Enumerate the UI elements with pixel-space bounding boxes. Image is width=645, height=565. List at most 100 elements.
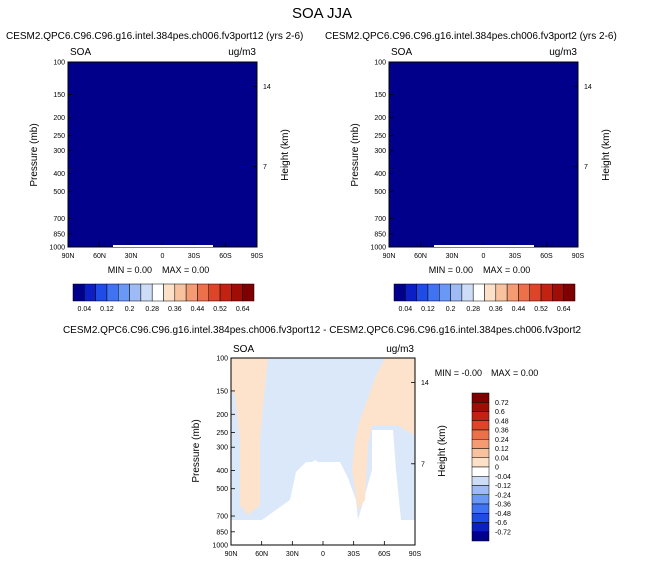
colorbar: 0.72 0.6 0.48 0.36 0.24 0.12 0.04 0 -0.04 -0.12 -0… [471, 392, 511, 542]
y-tick-label: 200 [216, 412, 228, 419]
colorbar-swatch [197, 283, 209, 302]
right-tick-label: 7 [263, 164, 267, 171]
colorbar-label: 0.28 [145, 306, 159, 313]
colorbar-swatch [471, 411, 490, 421]
colorbar-swatch [242, 283, 255, 302]
y-tick-label: 500 [216, 486, 228, 493]
x-tick-label: 90S [572, 253, 585, 260]
max-label: MAX = 0.00 [162, 265, 209, 275]
colorbar-swatch [129, 283, 142, 302]
y-tick-label: 850 [216, 529, 228, 536]
x-tick-label: 90N [225, 551, 238, 558]
y-tick-label: 700 [53, 216, 65, 223]
y-tick-label: 850 [53, 231, 65, 238]
x-tick-label: 30N [446, 253, 459, 260]
colorbar-swatch [471, 476, 490, 486]
colorbar-swatch [529, 283, 542, 302]
variable-label: SOA [70, 47, 91, 58]
colorbar-swatch [174, 283, 187, 302]
y-tick-label: 250 [53, 133, 65, 140]
y-tick-label: 200 [53, 115, 65, 122]
colorbar-label: 0.04 [399, 306, 413, 313]
x-tick-label: 60S [378, 551, 391, 558]
colorbar-label: 0.64 [557, 306, 571, 313]
x-tick-label: 90N [383, 253, 396, 260]
max-label: MAX = 0.00 [483, 265, 530, 275]
right-tick-label: 7 [584, 164, 588, 171]
y-tick-label: 100 [216, 356, 228, 363]
surface-mask [434, 245, 534, 247]
colorbar-label: 0.44 [512, 306, 526, 313]
units-label: ug/m3 [386, 344, 414, 355]
y-tick-label: 400 [216, 468, 228, 475]
x-tick-label: 60N [255, 551, 268, 558]
colorbar-swatch [563, 283, 576, 302]
x-tick-label: 30S [347, 551, 360, 558]
colorbar-swatch [84, 283, 96, 302]
colorbar-swatch [461, 283, 474, 302]
right-tick-label: 14 [584, 84, 592, 91]
colorbar-swatch [472, 283, 485, 302]
right-axis-label: Height (km) [601, 129, 612, 181]
min-label: MIN = 0.00 [429, 265, 473, 275]
y-axis-label: Pressure (mb) [350, 123, 361, 186]
y-tick-label: 100 [374, 60, 386, 67]
colorbar-swatch [72, 283, 85, 302]
max-label: MAX = 0.00 [491, 368, 538, 378]
colorbar-label: 0 [495, 465, 499, 472]
colorbar-label: 0.12 [495, 446, 509, 453]
colorbar-label: 0.24 [495, 437, 509, 444]
colorbar-label: 0.72 [495, 400, 509, 407]
colorbar-swatch [471, 420, 490, 431]
y-tick-label: 1000 [370, 245, 386, 252]
data-field [68, 62, 257, 247]
right-axis-label: Height (km) [280, 129, 291, 181]
x-tick-label: 30N [286, 551, 299, 558]
difference-field [231, 358, 415, 545]
y-tick-label: 250 [216, 430, 228, 437]
y-tick-label: 300 [53, 148, 65, 155]
panel-title: CESM2.QPC6.C96.C96.g16.intel.384pes.ch00… [63, 325, 582, 336]
colorbar-swatch [185, 283, 198, 302]
colorbar-swatch [471, 439, 490, 449]
panel-title: CESM2.QPC6.C96.C96.g16.intel.384pes.ch00… [6, 31, 303, 42]
colorbar-swatch [208, 283, 221, 302]
x-tick-label: 30S [188, 253, 201, 260]
colorbar-label: 0.28 [466, 306, 480, 313]
colorbar-label: 0.44 [191, 306, 205, 313]
colorbar-swatch [450, 283, 463, 302]
colorbar-label: 0.36 [495, 428, 509, 435]
colorbar-label: 0.36 [168, 306, 182, 313]
y-tick-label: 200 [374, 115, 386, 122]
colorbar-label: 0.2 [125, 306, 135, 313]
x-tick-label: 0 [161, 253, 165, 260]
colorbar-label: -0.12 [495, 483, 511, 490]
right-tick-label: 14 [421, 380, 429, 387]
x-tick-label: 60N [93, 253, 106, 260]
colorbar-label: 0.52 [534, 306, 548, 313]
y-tick-label: 700 [374, 216, 386, 223]
colorbar-swatch [471, 485, 490, 495]
colorbar-swatch [439, 283, 451, 302]
surface-mask [113, 245, 213, 247]
colorbar-swatch [471, 392, 490, 403]
right-axis-label: Height (km) [437, 425, 448, 477]
x-tick-label: 30S [509, 253, 522, 260]
colorbar-label: 0.6 [495, 409, 505, 416]
colorbar-swatch [495, 283, 508, 302]
x-tick-label: 60N [414, 253, 427, 260]
colorbar-swatch [471, 466, 490, 477]
y-tick-label: 300 [216, 445, 228, 452]
colorbar-label: 0.12 [100, 306, 114, 313]
colorbar-swatch [163, 283, 176, 302]
colorbar-swatch [231, 283, 243, 302]
x-tick-label: 0 [321, 551, 325, 558]
colorbar-swatch [471, 522, 490, 532]
colorbar-swatch [471, 457, 490, 468]
colorbar-swatch [471, 448, 490, 458]
colorbar-label: 0.2 [446, 306, 456, 313]
y-tick-label: 850 [374, 231, 386, 238]
colorbar-swatch [471, 402, 490, 412]
colorbar-label: 0.64 [236, 306, 250, 313]
